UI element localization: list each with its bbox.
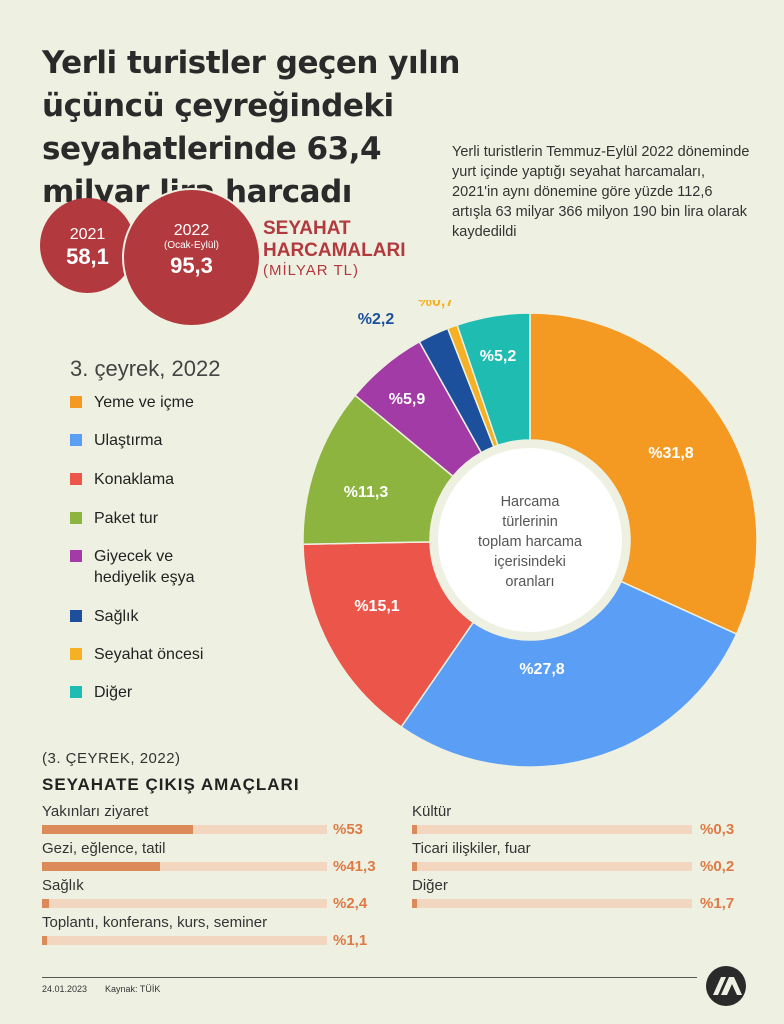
legend-label: Yeme ve içme (94, 394, 194, 411)
legend-swatch (70, 473, 82, 485)
purpose-bar-fill (412, 862, 417, 871)
legend-label: Diğer (94, 684, 133, 701)
aa-logo-icon (706, 966, 746, 1006)
donut-label-0: %31,8 (648, 445, 693, 462)
purpose-value: %0,2 (700, 858, 735, 875)
purpose-bar-fill (412, 825, 417, 834)
purpose-bar-track (412, 899, 692, 908)
donut-label-6: %0,7 (418, 300, 455, 310)
purpose-bar-track (412, 862, 692, 871)
donut-label-4: %5,9 (389, 391, 426, 408)
donut-center-label: toplam harcama (478, 534, 583, 550)
donut-center-label: Harcama (501, 494, 561, 510)
bubble-2022-year: 2022 (173, 222, 210, 239)
bubble-2021-value: 58,1 (66, 244, 109, 269)
purpose-label: Kültür (412, 803, 452, 820)
bubble-2021: 2021 58,1 (40, 198, 135, 293)
bubble-2022: 2022 (Ocak-Eylül) 95,3 (122, 188, 261, 327)
legend-swatch (70, 512, 82, 524)
legend-title: 3. çeyrek, 2022 (70, 356, 221, 381)
purpose-value: %0,3 (700, 821, 735, 838)
spending-label-2: HARCAMALARI (263, 240, 406, 261)
donut-center-label: oranları (505, 574, 554, 590)
purpose-bar-track (42, 862, 327, 871)
purpose-bar-fill (42, 936, 47, 945)
footer-date: 24.01.2023 (42, 984, 88, 994)
legend-swatch (70, 686, 82, 698)
purpose-value: %53 (333, 821, 364, 838)
donut-center (438, 448, 622, 632)
donut-center-label: türlerinin (502, 514, 558, 530)
purpose-bar-track (42, 899, 327, 908)
purpose-label: Yakınları ziyaret (42, 803, 149, 820)
legend-swatch (70, 434, 82, 446)
bubble-2022-sub: (Ocak-Eylül) (163, 240, 219, 251)
legend-swatch (70, 648, 82, 660)
purpose-label: Sağlık (42, 877, 84, 894)
legend-label: Konaklama (94, 471, 175, 488)
legend-label: Sağlık (94, 608, 139, 625)
legend-swatch (70, 610, 82, 622)
purpose-bar-fill (412, 899, 417, 908)
bubble-2021-year: 2021 (69, 226, 106, 243)
purpose-bar-fill (42, 825, 194, 834)
purpose-label: Toplantı, konferans, kurs, seminer (42, 914, 268, 931)
bubble-2022-value: 95,3 (170, 253, 213, 278)
description: Yerli turistlerin Temmuz-Eylül 2022 döne… (452, 144, 750, 240)
footer-source: Kaynak: TÜİK (105, 984, 161, 994)
spending-unit: (MİLYAR TL) (263, 262, 360, 279)
purpose-value: %1,1 (333, 932, 368, 949)
purpose-value: %2,4 (333, 895, 368, 912)
purposes-period: (3. ÇEYREK, 2022) (42, 750, 181, 767)
legend-label: Seyahat öncesi (94, 646, 204, 663)
legend-swatch (70, 396, 82, 408)
donut-label-1: %27,8 (519, 661, 564, 678)
donut-chart: %31,8 %27,8 %15,1 %11,3 %5,9 %2,2 %0,7 %5,2 Harc… (302, 300, 758, 768)
purpose-value: %41,3 (333, 858, 376, 875)
purpose-bar-fill (42, 862, 160, 871)
legend-label: Ulaştırma (94, 432, 163, 449)
legend-label: Paket tur (94, 510, 159, 527)
purpose-label: Diğer (412, 877, 448, 894)
spending-label-1: SEYAHAT (263, 218, 351, 239)
legend-swatch (70, 550, 82, 562)
purpose-bar-track (42, 825, 327, 834)
legend-label: Giyecek ve (94, 548, 174, 565)
purposes-heading: SEYAHATE ÇIKIŞ AMAÇLARI (42, 775, 300, 794)
purpose-label: Ticari ilişkiler, fuar (412, 840, 531, 857)
purpose-bar-track (412, 825, 692, 834)
legend-label-line2: hediyelik eşya (94, 569, 195, 586)
donut-label-3: %11,3 (344, 484, 389, 501)
donut-center-label: içerisindeki (494, 554, 566, 570)
donut-label-2: %15,1 (354, 598, 399, 615)
donut-label-7: %5,2 (480, 348, 517, 365)
page-title: Yerli turistler geçen yılın üçüncü çeyre… (42, 45, 460, 210)
purpose-bar-track (42, 936, 327, 945)
purpose-value: %1,7 (700, 895, 735, 912)
donut-label-5: %2,2 (358, 311, 395, 328)
purpose-label: Gezi, eğlence, tatil (42, 840, 166, 857)
purpose-bar-fill (42, 899, 49, 908)
footer-divider (42, 977, 697, 978)
